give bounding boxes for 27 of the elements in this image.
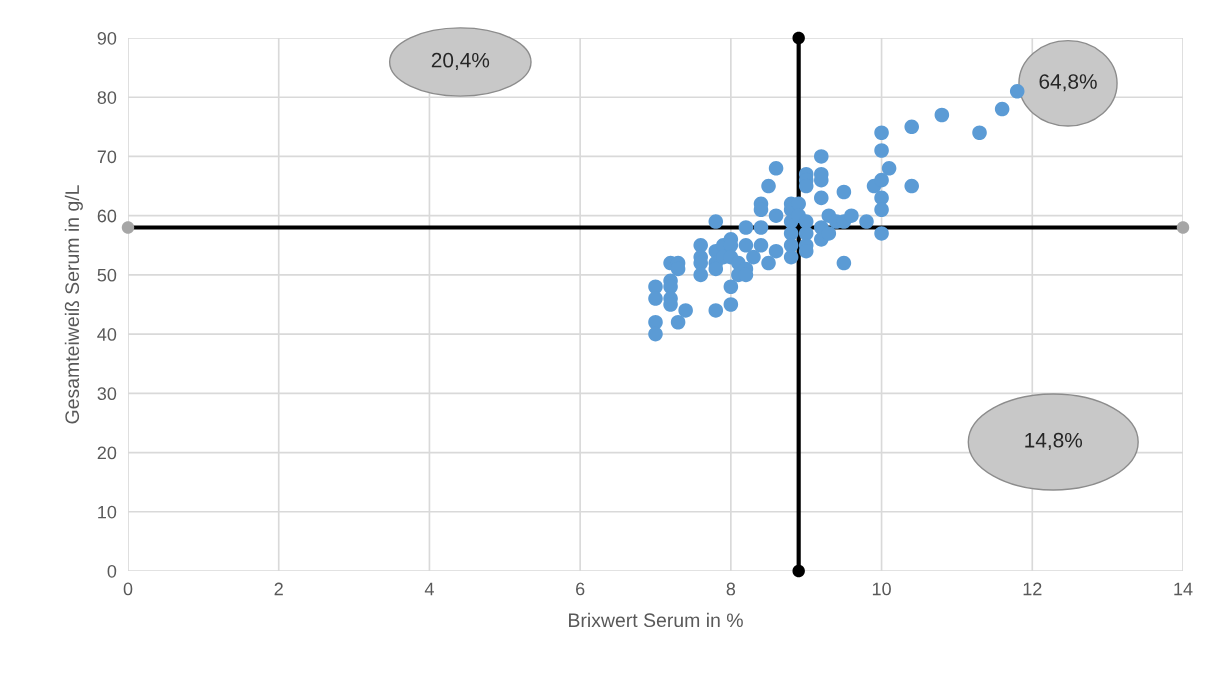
x-tick-label: 14: [1174, 582, 1193, 596]
x-tick-label: 4: [424, 582, 434, 596]
y-tick-label: 80: [97, 91, 117, 104]
x-tick-label: 6: [576, 582, 585, 596]
x-tick-label: 2: [274, 582, 283, 596]
y-tick-label: 0: [107, 564, 117, 578]
y-tick-label: 40: [97, 328, 117, 341]
point: [792, 31, 805, 45]
y-tick-label: 20: [97, 446, 117, 460]
y-tick-label: 10: [98, 505, 117, 519]
annotation: 20,4%: [431, 52, 490, 71]
annotation: 14,8%: [1025, 432, 1083, 451]
point: [792, 564, 805, 578]
x-tick-label: 10: [872, 582, 891, 596]
x-tick-label: 8: [726, 582, 736, 596]
y-tick-label: 30: [97, 387, 117, 401]
annotation: 64,8%: [1039, 74, 1097, 92]
x-axis-title: Brixwert Serum in %: [569, 612, 743, 628]
y-tick-label: 70: [97, 150, 117, 164]
x-tick-label: 12: [1023, 582, 1042, 596]
y-axis-title: Gesamteiweiß Serum in g/L: [64, 185, 83, 424]
y-tick-label: 60: [97, 209, 117, 223]
point: [121, 221, 135, 234]
y-tick-label: 50: [97, 268, 117, 282]
y-tick-label: 90: [97, 31, 117, 45]
point: [1176, 221, 1190, 234]
x-tick-label: 0: [123, 582, 133, 596]
